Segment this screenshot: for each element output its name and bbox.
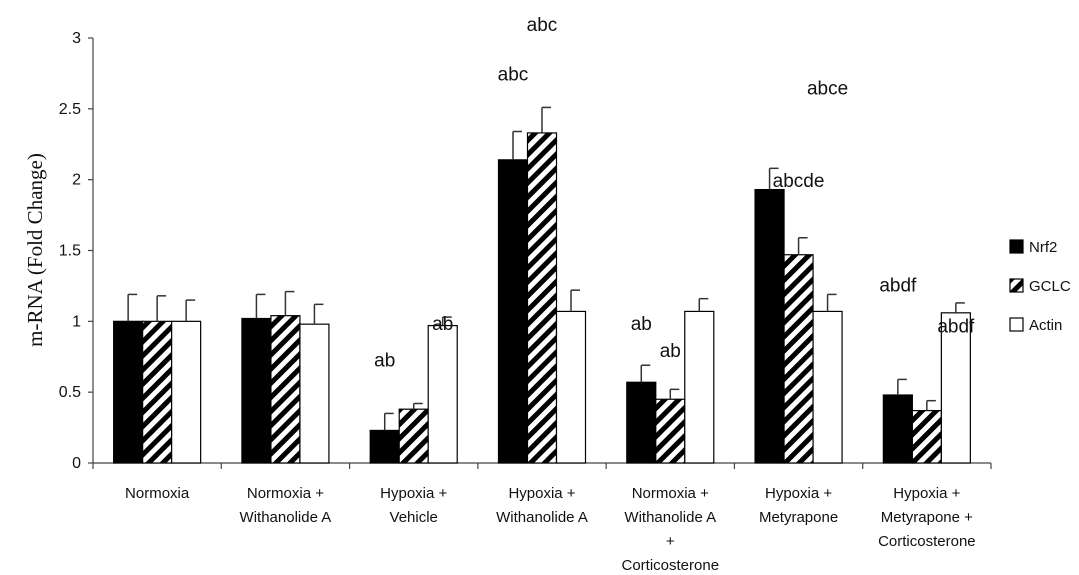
x-category-label: Metyrapone — [759, 509, 838, 526]
legend-label-gclc: GCLC — [1029, 278, 1071, 295]
bar-nrf2 — [497, 159, 529, 464]
x-category-label: Corticosterone — [622, 557, 720, 574]
y-tick-label: 1 — [72, 313, 81, 330]
x-category-label: Vehicle — [390, 509, 438, 526]
y-tick-label: 1.5 — [59, 243, 81, 260]
legend: Nrf2 GCLC Actin — [1009, 239, 1071, 334]
significance-label: ab — [432, 314, 453, 335]
x-category-label: Withanolide A — [240, 509, 332, 526]
significance-label: abdf — [937, 317, 975, 338]
significance-label: ab — [374, 351, 395, 372]
bar-nrf2 — [113, 320, 144, 464]
y-axis-title: m-RNA (Fold Change) — [23, 153, 47, 347]
legend-label-nrf2: Nrf2 — [1029, 239, 1057, 256]
bar-gclc — [526, 132, 558, 464]
legend-label-actin: Actin — [1029, 317, 1062, 334]
bar-nrf2 — [626, 381, 657, 464]
x-category-label: Metyrapone + — [881, 509, 973, 526]
bar-actin — [812, 310, 843, 464]
bar-nrf2 — [241, 317, 272, 464]
x-category-label: Normoxia — [125, 485, 190, 502]
bar-actin — [299, 323, 330, 464]
bar-actin — [684, 310, 715, 464]
significance-label: abcde — [773, 171, 825, 192]
x-tick-labels: Normoxia Normoxia + Withanolide A Hypoxia +… — [125, 485, 976, 574]
legend-swatch-gclc — [1009, 278, 1024, 293]
bar-actin — [940, 312, 971, 464]
bar-actin — [427, 324, 458, 464]
bar-nrf2 — [882, 394, 913, 464]
x-category-label: Hypoxia + — [765, 485, 832, 502]
bar-gclc — [398, 408, 429, 464]
x-category-label: Corticosterone — [878, 533, 976, 550]
significance-label: ab — [660, 341, 681, 362]
y-tick-label: 2.5 — [59, 101, 81, 118]
legend-swatch-nrf2 — [1009, 239, 1024, 254]
x-category-label: Normoxia + — [632, 485, 709, 502]
bar-gclc — [783, 254, 814, 464]
x-category-label: Hypoxia + — [380, 485, 447, 502]
bar-nrf2 — [754, 188, 785, 464]
bar-actin — [171, 320, 202, 464]
bar-gclc — [270, 315, 301, 464]
y-tick-label: 0.5 — [59, 384, 81, 401]
significance-label: abdf — [879, 276, 917, 297]
bars-group — [113, 106, 971, 464]
bar-actin — [555, 310, 587, 464]
significance-label: ab — [631, 314, 652, 335]
bar-gclc — [655, 398, 686, 464]
significance-label: abc — [498, 65, 529, 86]
bar-nrf2 — [369, 429, 400, 464]
bar-gclc — [911, 409, 942, 464]
x-category-label: + — [666, 533, 675, 550]
y-tick-label: 3 — [72, 30, 81, 47]
x-category-label: Hypoxia + — [893, 485, 960, 502]
bar-gclc — [142, 320, 173, 464]
x-category-label: Withanolide A — [624, 509, 716, 526]
significance-label: abce — [807, 79, 848, 100]
y-tick-label: 2 — [72, 172, 81, 189]
x-category-label: Normoxia + — [247, 485, 324, 502]
x-category-label: Withanolide A — [496, 509, 588, 526]
y-tick-label: 0 — [72, 455, 81, 472]
x-category-label: Hypoxia + — [508, 485, 575, 502]
legend-swatch-actin — [1009, 317, 1024, 332]
significance-label: abc — [527, 15, 558, 36]
